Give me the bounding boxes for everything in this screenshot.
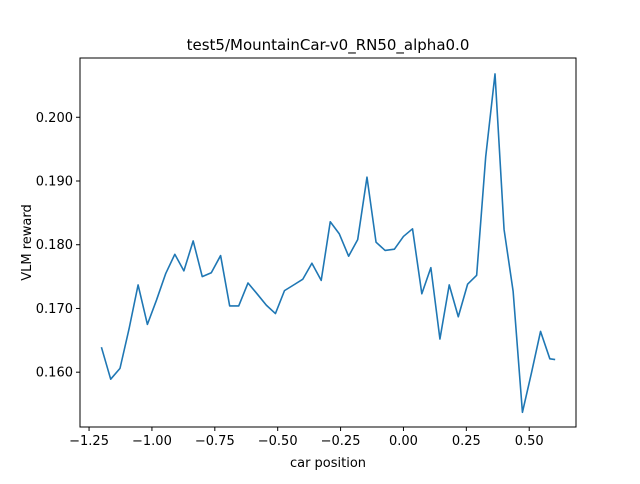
data-point (394, 248, 396, 250)
data-point (137, 284, 139, 286)
data-point (192, 240, 194, 242)
data-point (348, 255, 350, 257)
data-point (485, 156, 487, 158)
data-point (329, 221, 331, 223)
data-point (339, 233, 341, 235)
series-line (100, 73, 556, 414)
y-tick-label: 0.200 (36, 111, 73, 126)
data-point (210, 272, 212, 274)
data-point (522, 412, 524, 414)
data-point (293, 284, 295, 286)
data-point (229, 305, 231, 307)
x-tick-label: 0.25 (452, 434, 481, 449)
data-point (375, 241, 377, 243)
data-point (101, 347, 103, 349)
data-point (119, 368, 121, 370)
data-point (403, 236, 405, 238)
data-point (476, 275, 478, 277)
data-point (156, 299, 158, 301)
data-point (320, 280, 322, 282)
y-tick-label: 0.170 (36, 302, 73, 317)
data-point (302, 278, 304, 280)
data-point (549, 358, 551, 360)
x-tick-label: −0.25 (321, 434, 361, 449)
data-point (430, 267, 432, 269)
y-axis-label: VLM reward (20, 204, 35, 281)
data-point (128, 328, 130, 330)
data-point (457, 316, 459, 318)
data-point (110, 378, 112, 380)
data-point (266, 304, 268, 306)
data-point (183, 270, 185, 272)
y-tick-label: 0.160 (36, 366, 73, 381)
data-point (439, 338, 441, 340)
plot-area (100, 73, 556, 414)
x-tick-label: −0.50 (258, 434, 298, 449)
x-tick-label: 0.00 (389, 434, 418, 449)
x-tick-label: 0.50 (515, 434, 544, 449)
data-point (357, 239, 359, 241)
data-point (174, 253, 176, 255)
data-point (421, 293, 423, 295)
data-point (201, 276, 203, 278)
x-axis: −1.25 −1.00 −0.75 −0.50 −0.25 0.00 0.25 0.50 (69, 427, 544, 449)
data-point (147, 324, 149, 326)
data-point (412, 228, 414, 230)
y-tick-label: 0.180 (36, 238, 73, 253)
y-tick-label: 0.190 (36, 175, 73, 190)
data-point (284, 290, 286, 292)
data-point (275, 313, 277, 315)
data-point (311, 262, 313, 264)
data-point (503, 229, 505, 231)
data-point (220, 255, 222, 257)
x-axis-label: car position (290, 456, 366, 471)
x-tick-label: −1.25 (69, 434, 109, 449)
data-point (256, 293, 258, 295)
data-point (554, 359, 556, 361)
data-point (448, 284, 450, 286)
data-point (512, 290, 514, 292)
data-point (540, 331, 542, 333)
axes-frame (79, 57, 577, 428)
y-axis: 0.160 0.170 0.180 0.190 0.200 (36, 111, 80, 381)
data-point (366, 176, 368, 178)
data-point (238, 305, 240, 307)
data-point (531, 372, 533, 374)
data-point (247, 282, 249, 284)
data-point (494, 73, 496, 75)
x-tick-label: −0.75 (195, 434, 235, 449)
data-point (384, 250, 386, 252)
x-tick-label: −1.00 (132, 434, 172, 449)
chart-title: test5/MountainCar-v0_RN50_alpha0.0 (187, 36, 470, 55)
data-point (165, 273, 167, 275)
data-point (467, 283, 469, 285)
